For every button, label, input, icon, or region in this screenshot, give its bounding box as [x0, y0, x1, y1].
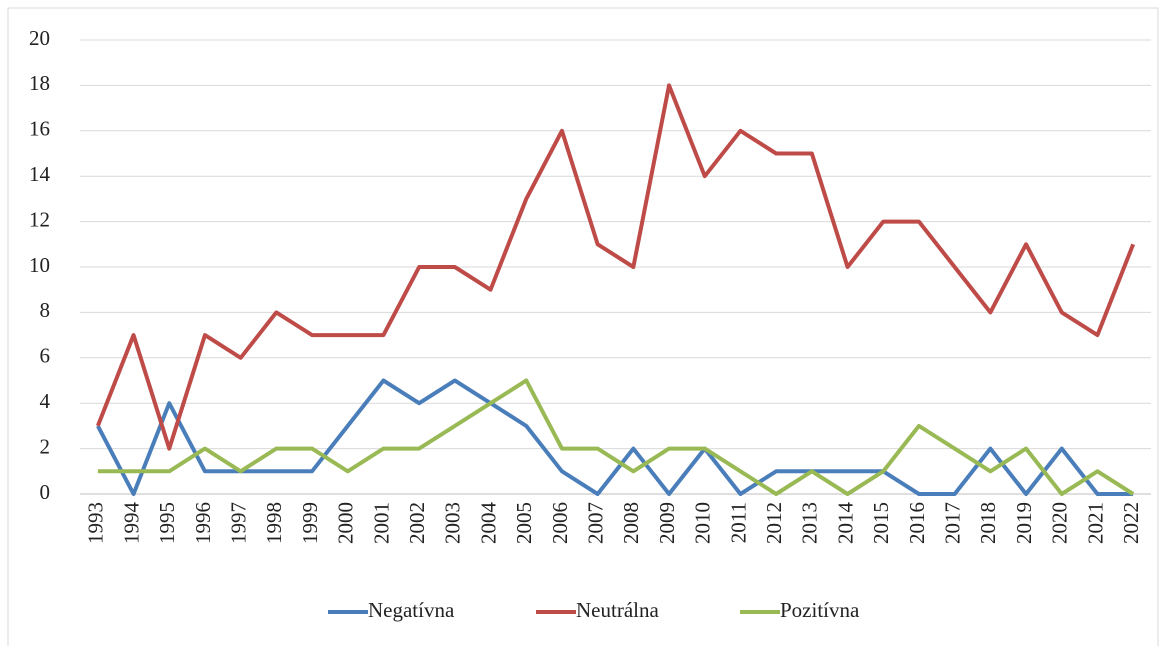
x-tick-label: 2019 [1012, 502, 1036, 544]
x-tick-label: 2003 [441, 502, 465, 544]
x-tick-label: 2015 [869, 502, 893, 544]
x-tick-label: 2011 [726, 502, 750, 543]
x-tick-label: 2008 [619, 502, 643, 544]
y-tick-label: 16 [29, 117, 50, 141]
y-tick-label: 8 [40, 298, 51, 322]
x-tick-label: 2002 [405, 502, 429, 544]
y-tick-label: 0 [40, 480, 51, 504]
x-tick-label: 2022 [1119, 502, 1143, 544]
x-tick-label: 2005 [512, 502, 536, 544]
x-tick-label: 2012 [762, 502, 786, 544]
x-tick-label: 1998 [262, 502, 286, 544]
legend-label: Pozitívna [780, 598, 860, 622]
x-tick-label: 1994 [119, 502, 143, 545]
series-line [95, 83, 1136, 451]
y-tick-label: 12 [29, 207, 50, 231]
x-tick-label: 2016 [905, 502, 929, 544]
x-tick-label: 1999 [298, 502, 322, 544]
series-line [97, 378, 1135, 496]
x-tick-label: 2017 [940, 502, 964, 544]
x-tick-label: 2009 [655, 502, 679, 544]
x-tick-label: 1997 [226, 502, 250, 544]
legend-label: Negatívna [368, 598, 455, 622]
x-tick-label: 2000 [334, 502, 358, 544]
x-tick-label: 1993 [84, 502, 108, 544]
x-tick-label: 2004 [476, 502, 500, 545]
chart-border [7, 7, 1159, 646]
y-tick-label: 18 [29, 71, 50, 95]
x-tick-label: 2013 [798, 502, 822, 544]
x-tick-label: 1995 [155, 502, 179, 544]
y-tick-label: 6 [40, 344, 51, 368]
y-tick-label: 2 [40, 434, 51, 458]
x-tick-label: 2001 [369, 502, 393, 544]
y-tick-label: 20 [29, 26, 50, 50]
y-tick-label: 10 [29, 253, 50, 277]
x-tick-label: 2018 [976, 502, 1000, 544]
x-tick-label: 2020 [1048, 502, 1072, 544]
x-tick-label: 2007 [583, 502, 607, 544]
x-tick-label: 1996 [191, 502, 215, 544]
x-tick-label: 2014 [833, 502, 857, 545]
x-tick-label: 2021 [1083, 502, 1107, 544]
y-tick-label: 4 [40, 389, 51, 413]
legend-label: Neutrálna [576, 598, 659, 622]
y-tick-label: 14 [29, 162, 51, 186]
x-tick-label: 2010 [691, 502, 715, 544]
x-tick-label: 2006 [548, 502, 572, 544]
series-line [96, 378, 1134, 496]
